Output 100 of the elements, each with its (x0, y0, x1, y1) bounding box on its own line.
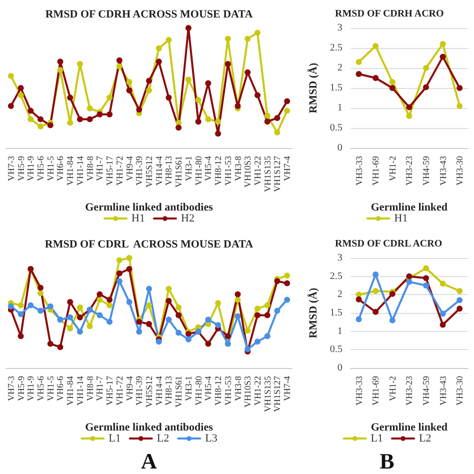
x-tick-label: VH5-4 (203, 156, 214, 181)
y-tick-label: 3 (337, 252, 342, 264)
point (8, 73, 14, 79)
point (76, 304, 83, 310)
point (18, 333, 24, 340)
point (254, 92, 260, 98)
x-tick-label: VH7-3 (6, 376, 16, 401)
point (38, 284, 44, 291)
y-tick-label: 1.5 (330, 82, 342, 94)
y-axis-title: RMSD (Å) (306, 62, 320, 114)
point (195, 118, 202, 125)
x-tick-label: VH1-5 (45, 376, 56, 401)
y-tick-label: 2 (337, 62, 342, 74)
x-tick-label: VH8-12 (213, 156, 224, 186)
point (254, 306, 260, 312)
point (254, 312, 260, 318)
x-tick-label: VH1-69 (370, 156, 381, 186)
chart-title: RMSD OF CDRL ACRO (335, 238, 442, 250)
point (67, 314, 74, 320)
point (284, 108, 290, 114)
point (156, 338, 162, 345)
chart-title: RMSD OF CDRL ACROSS MOUSE DATA (44, 238, 254, 250)
point (440, 54, 446, 60)
legend-label: L2 (156, 432, 170, 444)
point (264, 112, 270, 119)
point (38, 290, 44, 296)
point (136, 328, 142, 335)
point (18, 302, 24, 308)
x-tick-label: VH6-6 (55, 376, 66, 401)
y-tick-label: 0 (337, 362, 342, 374)
legend-label: L3 (205, 432, 218, 444)
point (106, 111, 113, 118)
x-tick-label: VH1-22 (252, 156, 262, 186)
point (244, 36, 251, 42)
point (86, 323, 93, 330)
point (176, 312, 182, 318)
x-tick-label: VH1-2 (387, 156, 398, 181)
point (234, 103, 241, 109)
x-tick-label: VH1S135 (262, 156, 272, 192)
point (284, 296, 290, 303)
y-tick-label: 2.5 (330, 42, 342, 54)
x-tick-label: VH4-59 (421, 376, 431, 406)
x-tick-label: VH7-4 (282, 376, 292, 401)
x-tick-label: VH1-14 (74, 376, 85, 406)
x-tick-label: VH5-17 (104, 156, 115, 186)
point (47, 303, 54, 310)
x-tick-label: VH1S61 (174, 376, 184, 408)
x-tick-label: VH9-4 (124, 156, 134, 181)
point (146, 321, 152, 327)
x-tick-label: VH3-1 (183, 376, 194, 401)
point (47, 340, 54, 347)
x-tick-label: VH5-6 (36, 376, 46, 401)
point (86, 105, 93, 112)
point (166, 94, 172, 101)
point (106, 296, 113, 303)
point (166, 298, 172, 304)
x-tick-label: VH6-6 (55, 156, 66, 181)
point (264, 312, 270, 318)
x-tick-label: VH5-9 (16, 156, 26, 181)
y-tick-label: 2 (337, 289, 342, 300)
point (96, 111, 103, 118)
legend-label: L1 (370, 432, 384, 444)
point (76, 314, 83, 320)
point (38, 308, 44, 314)
point (176, 304, 182, 310)
point (67, 120, 74, 126)
point (406, 104, 412, 110)
x-tick-label: VH7-4 (282, 156, 292, 181)
x-tick-label: VH1-5 (45, 156, 56, 181)
point (254, 338, 260, 345)
legend-label: H1 (394, 212, 408, 224)
point (8, 103, 14, 109)
x-axis-title: Germline linked (370, 202, 448, 214)
x-tick-label: VH1S127 (272, 156, 282, 192)
point (116, 57, 122, 64)
point (440, 310, 446, 317)
point (28, 108, 34, 114)
point (76, 116, 83, 122)
point (28, 302, 34, 308)
point (456, 297, 463, 304)
point (234, 291, 241, 298)
x-tick-label: VH1-53 (222, 156, 233, 186)
point (146, 302, 152, 308)
point (372, 272, 379, 278)
point (67, 299, 74, 305)
legend-label: H1 (132, 212, 146, 224)
legend-label: L2 (419, 432, 432, 444)
text: B (380, 448, 395, 474)
point (38, 116, 44, 122)
point (57, 344, 64, 350)
point (264, 333, 270, 340)
y-tick-label: 0.5 (330, 122, 342, 134)
x-tick-label: VH1-9 (26, 376, 36, 401)
point (284, 280, 290, 286)
x-tick-label: VH3-1 (183, 156, 194, 181)
point (456, 306, 463, 312)
y-tick-label: 1 (337, 326, 342, 337)
x-tick-label: VH1-84 (65, 376, 76, 406)
point (185, 25, 192, 31)
point (406, 278, 412, 285)
